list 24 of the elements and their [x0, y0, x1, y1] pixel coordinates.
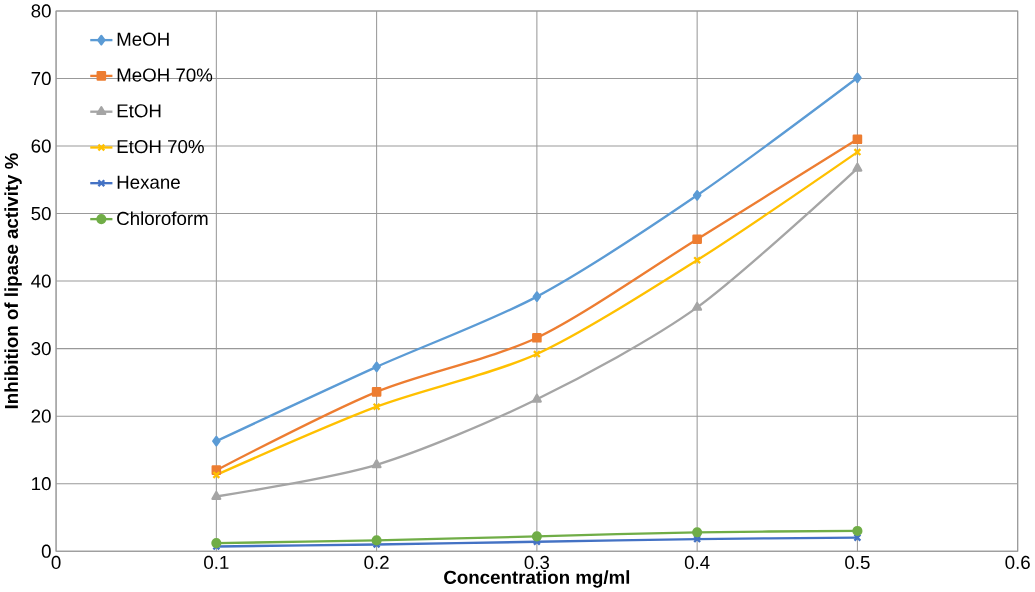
- y-tick-label: 20: [31, 409, 51, 423]
- y-tick-label: 0: [41, 544, 51, 558]
- y-tick-label: 80: [31, 4, 51, 18]
- legend-label: MeOH 70%: [117, 68, 213, 82]
- x-tick-label: 0: [51, 555, 61, 570]
- x-tick-label: 0.1: [204, 555, 229, 570]
- legend-label: EtOH: [117, 104, 161, 118]
- x-tick-label: 0.2: [364, 555, 389, 570]
- y-axis-title: Inhibition of lipase activity %: [4, 153, 22, 409]
- x-tick-label: 0.5: [845, 555, 870, 570]
- legend-label: MeOH: [117, 32, 169, 46]
- y-tick-label: 50: [31, 206, 51, 221]
- y-tick-label: 30: [31, 341, 51, 356]
- y-tick-label: 10: [32, 477, 51, 491]
- x-tick-label: 0.6: [1005, 555, 1030, 570]
- x-axis-title: Concentration mg/ml: [444, 570, 630, 588]
- x-tick-label: 0.4: [684, 555, 710, 570]
- x-tick-label: 0.3: [524, 555, 550, 570]
- legend-label: Chloroform: [117, 211, 208, 226]
- y-tick-label: 60: [31, 139, 51, 153]
- legend-label: Hexane: [117, 175, 180, 189]
- legend-label: EtOH 70%: [117, 139, 204, 154]
- y-tick-label: 40: [31, 274, 51, 288]
- y-tick-label: 70: [31, 71, 51, 86]
